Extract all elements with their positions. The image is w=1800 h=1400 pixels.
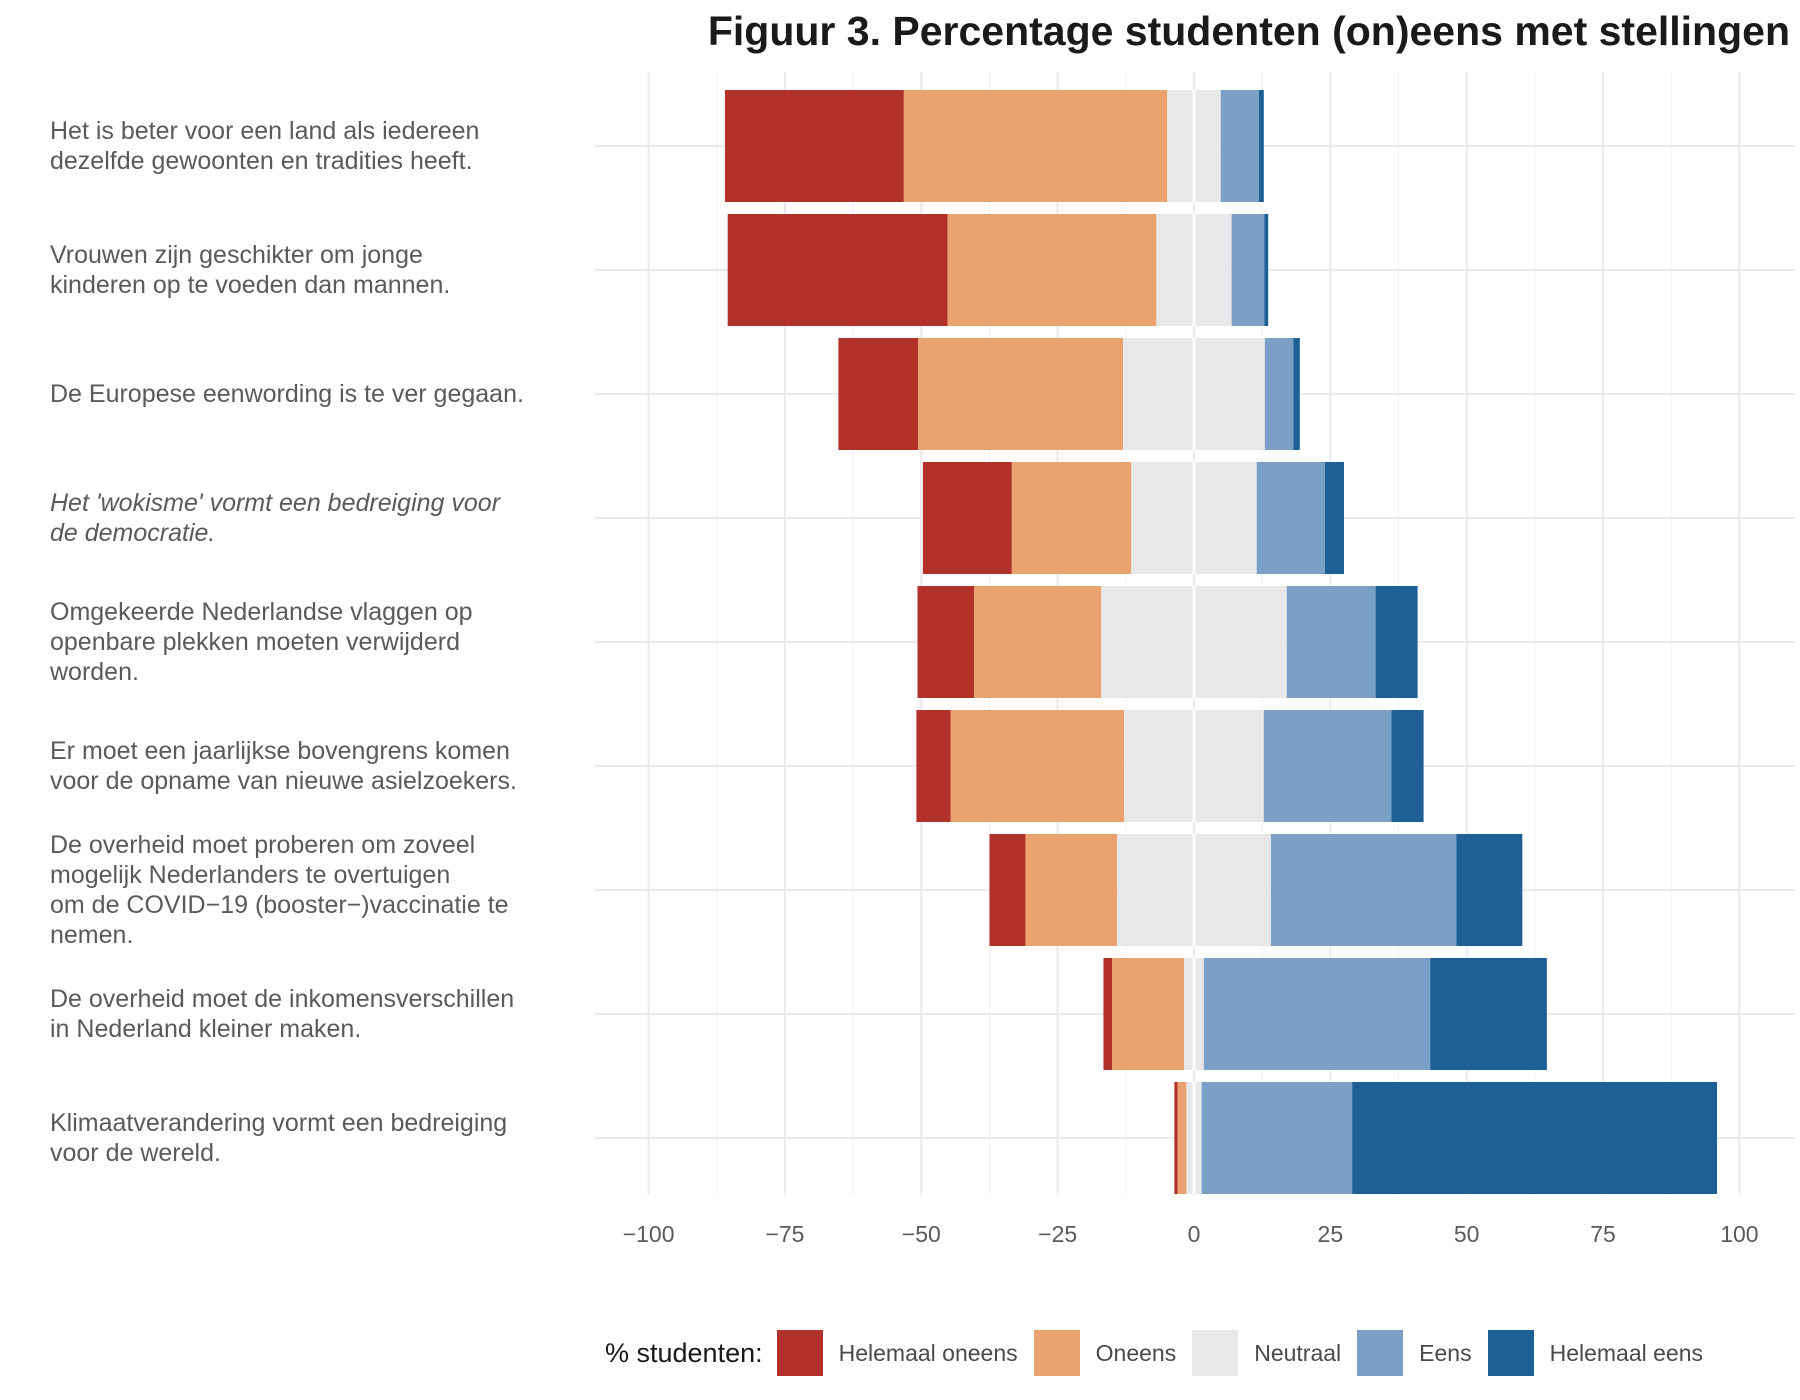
x-tick-label: 50 bbox=[1454, 1221, 1480, 1247]
bar-helemaal-oneens bbox=[724, 90, 904, 202]
bar-helemaal-eens bbox=[1456, 834, 1523, 946]
bar-helemaal-oneens bbox=[917, 586, 975, 698]
bar-helemaal-eens bbox=[1264, 214, 1269, 326]
x-tick-label: −50 bbox=[902, 1221, 941, 1247]
bar-oneens bbox=[1112, 958, 1185, 1070]
bar-eens bbox=[1270, 834, 1457, 946]
x-tick-label: −100 bbox=[623, 1221, 675, 1247]
bar-oneens bbox=[950, 710, 1125, 822]
bar-eens bbox=[1263, 710, 1392, 822]
bar-oneens bbox=[918, 338, 1124, 450]
bar-eens bbox=[1231, 214, 1265, 326]
legend-swatch bbox=[1192, 1330, 1239, 1376]
category-label: Het 'wokisme' vormt een bedreiging voor d… bbox=[50, 489, 501, 547]
bar-helemaal-eens bbox=[1293, 338, 1300, 450]
legend-item: Oneens bbox=[1033, 1330, 1177, 1376]
bar-helemaal-eens bbox=[1258, 90, 1264, 202]
legend-label: Helemaal oneens bbox=[838, 1339, 1018, 1366]
bar-eens bbox=[1286, 586, 1376, 698]
legend: % studenten: Helemaal oneens Oneens Neutra… bbox=[605, 1330, 1719, 1376]
x-tick-label: 0 bbox=[1188, 1221, 1201, 1247]
bar-helemaal-eens bbox=[1324, 462, 1344, 574]
legend-items: Helemaal oneens Oneens Neutraal Eens Helemaa… bbox=[776, 1330, 1719, 1376]
x-tick-label: 100 bbox=[1720, 1221, 1758, 1247]
x-tick-label: 75 bbox=[1590, 1221, 1616, 1247]
legend-label: Oneens bbox=[1095, 1339, 1177, 1366]
category-label: Vrouwen zijn geschikter om jonge kinderen… bbox=[50, 241, 451, 299]
legend-title: % studenten: bbox=[605, 1337, 763, 1368]
legend-label: Eens bbox=[1419, 1339, 1472, 1366]
bar-oneens bbox=[1025, 834, 1118, 946]
category-label: Er moet een jaarlijkse bovengrens komen v… bbox=[50, 737, 517, 795]
category-label: De Europese eenwording is te ver gegaan. bbox=[50, 380, 524, 408]
bar-eens bbox=[1220, 90, 1259, 202]
bar-helemaal-oneens bbox=[922, 462, 1012, 574]
bar-oneens bbox=[947, 214, 1157, 326]
bar-helemaal-eens bbox=[1430, 958, 1547, 1070]
bar-helemaal-eens bbox=[1352, 1082, 1718, 1194]
category-label: De overheid moet proberen om zoveel mogel… bbox=[50, 831, 509, 949]
bar-oneens bbox=[903, 90, 1168, 202]
bar-helemaal-eens bbox=[1391, 710, 1424, 822]
bar-helemaal-oneens bbox=[838, 338, 919, 450]
category-label: Klimaatverandering vormt een bedreiging v… bbox=[50, 1109, 508, 1167]
bar-helemaal-oneens bbox=[1103, 958, 1113, 1070]
bar-helemaal-oneens bbox=[989, 834, 1026, 946]
bar-eens bbox=[1201, 1082, 1353, 1194]
bar-eens bbox=[1264, 338, 1294, 450]
bar-helemaal-oneens bbox=[727, 214, 948, 326]
legend-swatch bbox=[1487, 1330, 1534, 1376]
legend-label: Helemaal eens bbox=[1549, 1339, 1703, 1366]
bar-helemaal-oneens bbox=[916, 710, 951, 822]
bar-eens bbox=[1256, 462, 1325, 574]
chart-plot: −100 −75 −50 −25 0 25 50 75 100 bbox=[595, 72, 1795, 1247]
category-label: De overheid moet de inkomensverschillen i… bbox=[50, 985, 515, 1043]
legend-item: Eens bbox=[1357, 1330, 1472, 1376]
bar-oneens bbox=[1177, 1082, 1187, 1194]
bar-oneens bbox=[1011, 462, 1132, 574]
legend-label: Neutraal bbox=[1254, 1339, 1342, 1366]
x-tick-label: −75 bbox=[765, 1221, 804, 1247]
bar-helemaal-eens bbox=[1375, 586, 1418, 698]
legend-swatch bbox=[1033, 1330, 1080, 1376]
bar-helemaal-oneens bbox=[1174, 1082, 1178, 1194]
chart-title: Figuur 3. Percentage studenten (on)eens … bbox=[707, 8, 1790, 54]
x-tick-label: 25 bbox=[1318, 1221, 1344, 1247]
category-label: Omgekeerde Nederlandse vlaggen op openbar… bbox=[50, 598, 473, 686]
legend-swatch bbox=[1357, 1330, 1404, 1376]
bar-oneens bbox=[974, 586, 1102, 698]
x-tick-label: −25 bbox=[1038, 1221, 1077, 1247]
category-label: Het is beter voor een land als iedereen d… bbox=[50, 117, 480, 175]
legend-item: Helemaal oneens bbox=[776, 1330, 1018, 1376]
legend-item: Helemaal eens bbox=[1487, 1330, 1703, 1376]
legend-item: Neutraal bbox=[1192, 1330, 1341, 1376]
legend-swatch bbox=[776, 1330, 823, 1376]
bar-eens bbox=[1203, 958, 1431, 1070]
